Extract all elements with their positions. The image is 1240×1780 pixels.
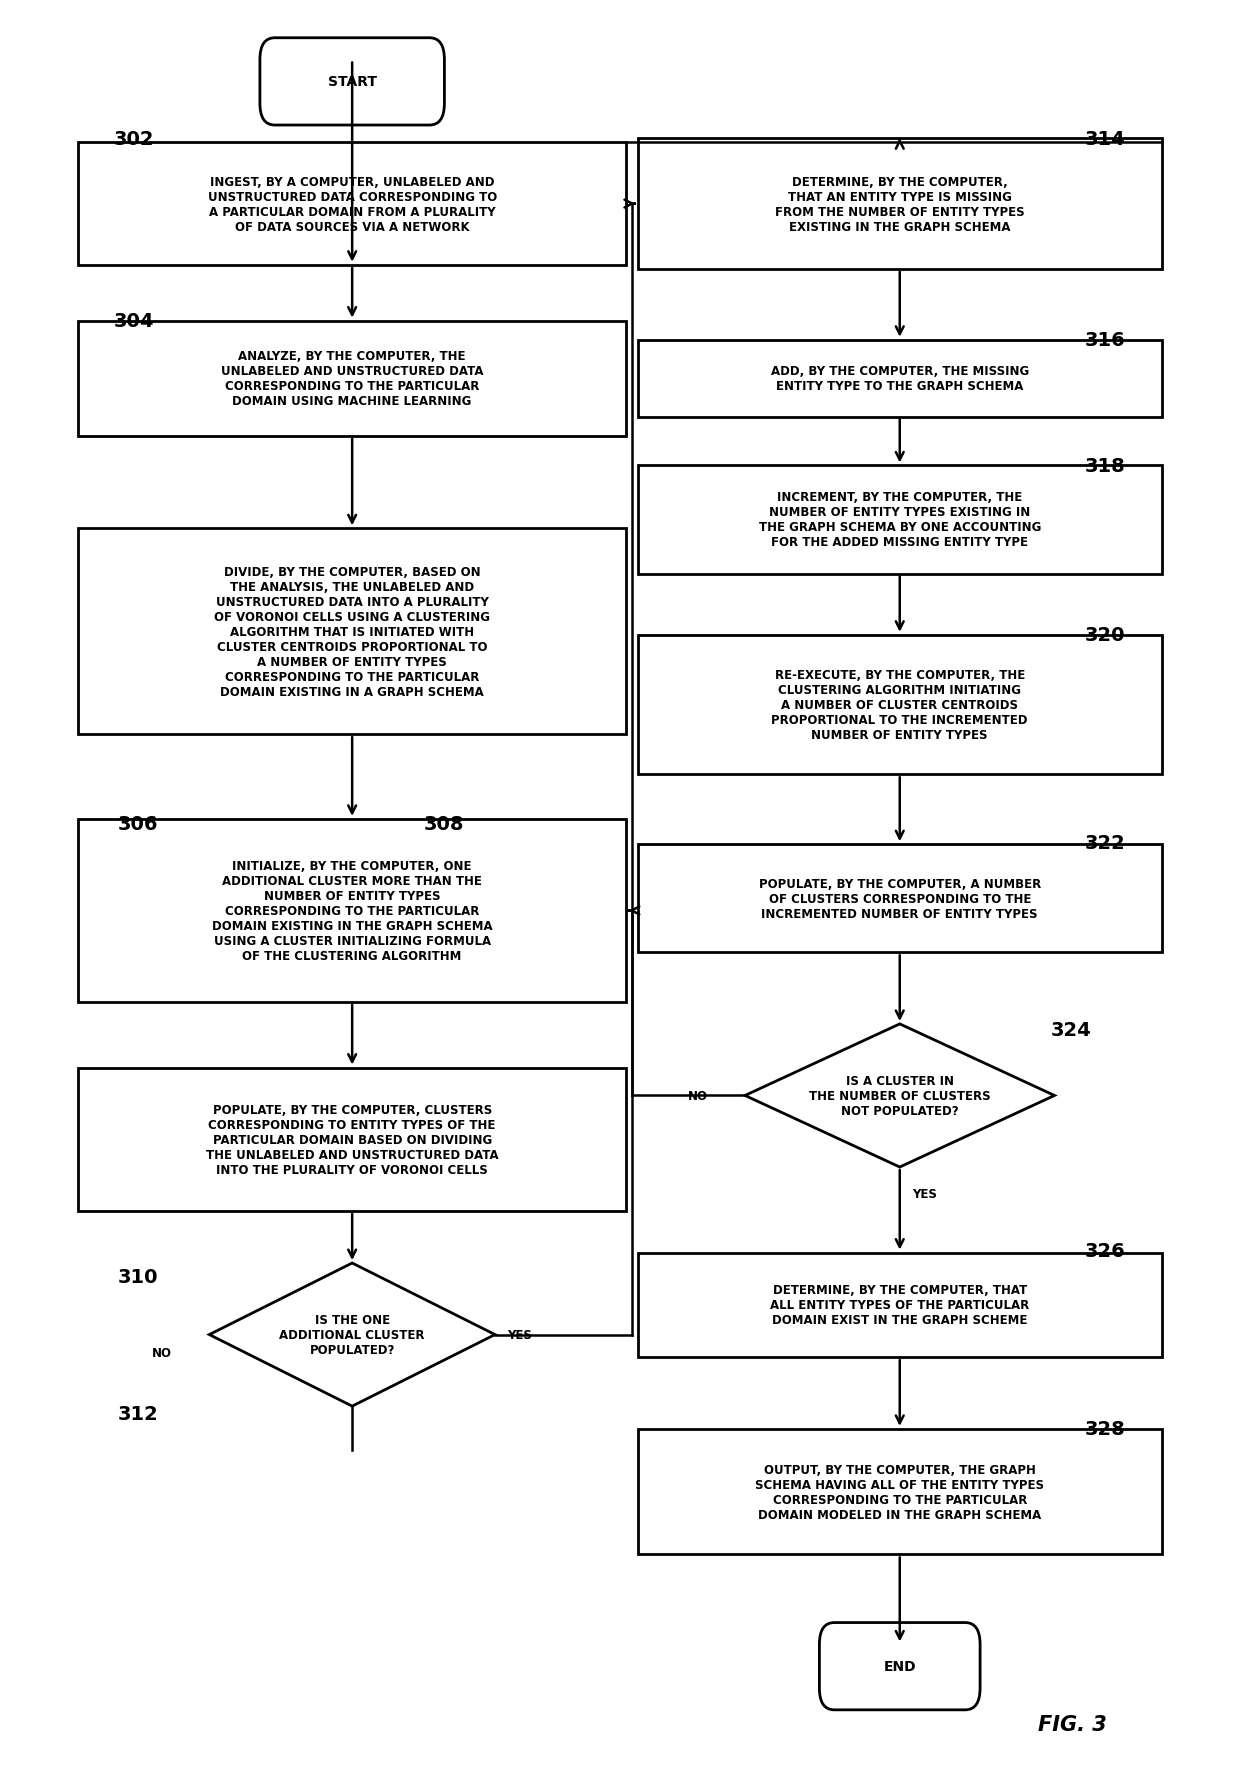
FancyBboxPatch shape bbox=[637, 1253, 1162, 1358]
Text: 328: 328 bbox=[1084, 1419, 1125, 1438]
FancyBboxPatch shape bbox=[78, 819, 626, 1002]
Text: NO: NO bbox=[687, 1089, 707, 1102]
Text: 318: 318 bbox=[1084, 457, 1125, 475]
Text: ANALYZE, BY THE COMPUTER, THE
UNLABELED AND UNSTRUCTURED DATA
CORRESPONDING TO T: ANALYZE, BY THE COMPUTER, THE UNLABELED … bbox=[221, 351, 484, 408]
Text: 304: 304 bbox=[114, 312, 155, 331]
FancyBboxPatch shape bbox=[637, 340, 1162, 417]
Text: INCREMENT, BY THE COMPUTER, THE
NUMBER OF ENTITY TYPES EXISTING IN
THE GRAPH SCH: INCREMENT, BY THE COMPUTER, THE NUMBER O… bbox=[759, 491, 1040, 550]
Polygon shape bbox=[745, 1023, 1054, 1168]
Text: FIG. 3: FIG. 3 bbox=[1038, 1714, 1107, 1734]
FancyBboxPatch shape bbox=[637, 466, 1162, 575]
Text: POPULATE, BY THE COMPUTER, CLUSTERS
CORRESPONDING TO ENTITY TYPES OF THE
PARTICU: POPULATE, BY THE COMPUTER, CLUSTERS CORR… bbox=[206, 1104, 498, 1177]
Text: 320: 320 bbox=[1084, 627, 1125, 644]
Text: INGEST, BY A COMPUTER, UNLABELED AND
UNSTRUCTURED DATA CORRESPONDING TO
A PARTIC: INGEST, BY A COMPUTER, UNLABELED AND UNS… bbox=[207, 176, 497, 233]
FancyBboxPatch shape bbox=[637, 635, 1162, 774]
Text: 326: 326 bbox=[1084, 1242, 1125, 1260]
Text: INITIALIZE, BY THE COMPUTER, ONE
ADDITIONAL CLUSTER MORE THAN THE
NUMBER OF ENTI: INITIALIZE, BY THE COMPUTER, ONE ADDITIO… bbox=[212, 860, 492, 963]
Text: 306: 306 bbox=[118, 813, 159, 833]
FancyBboxPatch shape bbox=[260, 39, 444, 126]
FancyBboxPatch shape bbox=[78, 322, 626, 436]
FancyBboxPatch shape bbox=[637, 1429, 1162, 1554]
Text: IS A CLUSTER IN
THE NUMBER OF CLUSTERS
NOT POPULATED?: IS A CLUSTER IN THE NUMBER OF CLUSTERS N… bbox=[808, 1075, 991, 1118]
Text: 308: 308 bbox=[424, 813, 464, 833]
Text: 312: 312 bbox=[118, 1404, 159, 1422]
FancyBboxPatch shape bbox=[637, 846, 1162, 952]
Text: DETERMINE, BY THE COMPUTER,
THAT AN ENTITY TYPE IS MISSING
FROM THE NUMBER OF EN: DETERMINE, BY THE COMPUTER, THAT AN ENTI… bbox=[775, 176, 1024, 233]
FancyBboxPatch shape bbox=[78, 144, 626, 265]
Text: OUTPUT, BY THE COMPUTER, THE GRAPH
SCHEMA HAVING ALL OF THE ENTITY TYPES
CORRESP: OUTPUT, BY THE COMPUTER, THE GRAPH SCHEM… bbox=[755, 1463, 1044, 1520]
Text: 314: 314 bbox=[1084, 130, 1125, 150]
Text: 324: 324 bbox=[1052, 1020, 1091, 1040]
Text: 322: 322 bbox=[1084, 833, 1125, 853]
Polygon shape bbox=[210, 1264, 495, 1406]
Text: 302: 302 bbox=[114, 130, 155, 150]
Text: YES: YES bbox=[507, 1328, 532, 1342]
FancyBboxPatch shape bbox=[820, 1623, 980, 1711]
Text: DIVIDE, BY THE COMPUTER, BASED ON
THE ANALYSIS, THE UNLABELED AND
UNSTRUCTURED D: DIVIDE, BY THE COMPUTER, BASED ON THE AN… bbox=[215, 566, 490, 698]
Text: ADD, BY THE COMPUTER, THE MISSING
ENTITY TYPE TO THE GRAPH SCHEMA: ADD, BY THE COMPUTER, THE MISSING ENTITY… bbox=[770, 365, 1029, 393]
Text: DETERMINE, BY THE COMPUTER, THAT
ALL ENTITY TYPES OF THE PARTICULAR
DOMAIN EXIST: DETERMINE, BY THE COMPUTER, THAT ALL ENT… bbox=[770, 1283, 1029, 1326]
Text: NO: NO bbox=[151, 1346, 171, 1358]
Text: POPULATE, BY THE COMPUTER, A NUMBER
OF CLUSTERS CORRESPONDING TO THE
INCREMENTED: POPULATE, BY THE COMPUTER, A NUMBER OF C… bbox=[759, 878, 1040, 920]
Text: YES: YES bbox=[911, 1187, 936, 1200]
Text: END: END bbox=[883, 1659, 916, 1673]
FancyBboxPatch shape bbox=[637, 139, 1162, 271]
Text: START: START bbox=[327, 75, 377, 89]
Text: IS THE ONE
ADDITIONAL CLUSTER
POPULATED?: IS THE ONE ADDITIONAL CLUSTER POPULATED? bbox=[279, 1314, 425, 1356]
Text: 316: 316 bbox=[1084, 331, 1125, 351]
Text: 310: 310 bbox=[118, 1267, 159, 1287]
Text: RE-EXECUTE, BY THE COMPUTER, THE
CLUSTERING ALGORITHM INITIATING
A NUMBER OF CLU: RE-EXECUTE, BY THE COMPUTER, THE CLUSTER… bbox=[771, 669, 1028, 742]
FancyBboxPatch shape bbox=[78, 529, 626, 735]
FancyBboxPatch shape bbox=[78, 1068, 626, 1210]
